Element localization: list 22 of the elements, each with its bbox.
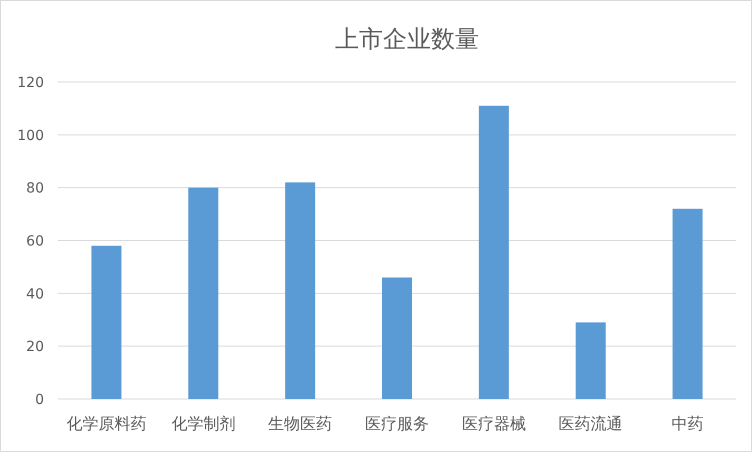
x-tick-label: 化学原料药 [66, 414, 146, 433]
bar [672, 208, 703, 399]
bar [188, 188, 218, 399]
x-tick-label: 中药 [672, 414, 704, 433]
bar [478, 106, 509, 399]
bar [576, 322, 606, 399]
x-tick-label: 医疗器械 [462, 414, 526, 433]
y-tick-label: 120 [17, 75, 44, 91]
y-tick-label: 40 [26, 286, 44, 302]
x-tick-label: 化学制剂 [171, 414, 236, 433]
x-tick-label: 医药流通 [558, 414, 623, 433]
bar [91, 246, 122, 399]
x-tick-label: 医疗服务 [365, 414, 429, 433]
y-tick-label: 60 [26, 234, 44, 250]
bar [285, 182, 316, 399]
y-tick-label: 80 [26, 180, 44, 197]
y-tick-label: 0 [35, 392, 44, 408]
x-tick-label: 生物医药 [268, 414, 332, 433]
bar [382, 277, 412, 399]
chart-title: 上市企业数量 [335, 25, 479, 53]
y-tick-label: 20 [26, 339, 44, 356]
y-tick-label: 100 [17, 128, 44, 144]
